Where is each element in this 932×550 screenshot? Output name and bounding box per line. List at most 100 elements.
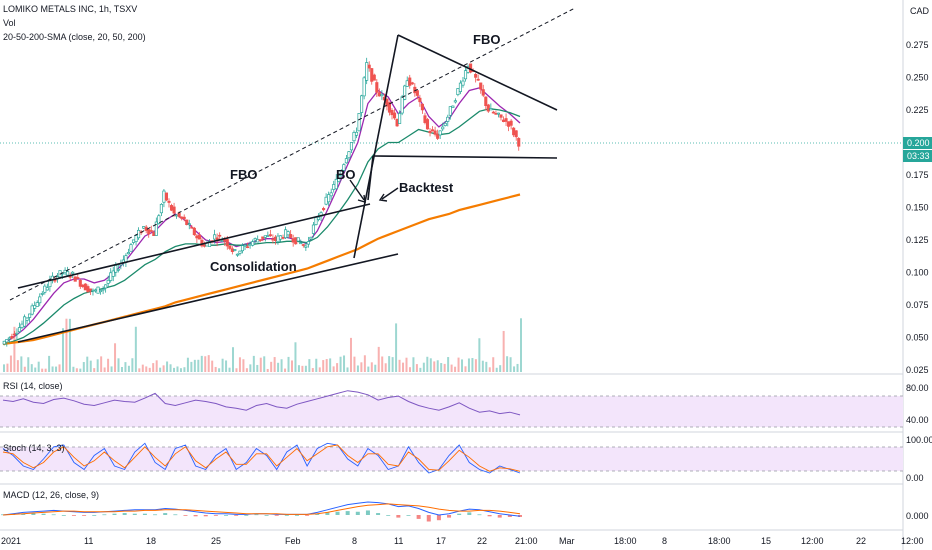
price-axis[interactable]: 0.275 0.250 0.225 0.200 0.175 0.150 0.125 0.100… [906,40,929,375]
candle-body [235,253,239,256]
current-price-value: 0.200 [907,138,930,148]
volume-bar [474,359,477,372]
candle-body [182,216,186,219]
candle-body [332,184,336,190]
volume-bar [422,362,425,372]
candle-body [147,229,151,235]
lower-consolidation-line[interactable] [17,253,399,343]
macd-histogram-bar [163,513,168,515]
breakout-line[interactable] [353,34,399,259]
volume-bar [79,368,82,372]
macd-histogram-bar [112,513,117,515]
macd-histogram-bar [386,515,391,516]
candle-body [261,236,265,239]
dashed-channel-line[interactable] [9,7,576,301]
volume-bar [166,361,169,372]
macd-histogram-bar [102,514,107,516]
stoch-band [0,447,903,471]
symbol-title[interactable]: LOMIKO METALS INC, 1h, TSXV [3,4,137,14]
vol-legend[interactable]: Vol [3,18,16,28]
volume-bar [353,356,356,372]
candle-body [197,234,201,240]
candle-body [451,105,455,108]
candle-body [393,112,397,119]
macd-label[interactable]: MACD (12, 26, close, 9) [3,490,99,500]
candle-body [438,130,442,136]
stoch-tick-0: 0.00 [906,473,924,483]
volume-bar [343,355,346,372]
candle-body [299,242,303,245]
stoch-line [2,444,521,472]
candle-body [266,235,270,237]
candle-body [405,80,409,87]
macd-histogram-bar [365,510,370,515]
backtest-arrow[interactable] [381,187,399,200]
macd-histogram-bar [213,515,218,516]
volume-bar [336,363,339,372]
rsi-label[interactable]: RSI (14, close) [3,381,63,391]
volume-bar [124,362,127,372]
candle-body [78,279,82,287]
time-tick: 2021 [1,536,21,546]
volume-bar [297,365,300,372]
candle-body [30,305,34,315]
volume-bar [294,342,297,372]
candle-body [314,217,318,225]
volume-bar [114,343,117,372]
volume-bar [384,363,387,372]
time-axis[interactable]: 2021 11 18 25 Feb 8 11 17 22 21:00 Mar 18:00 8 18:00 1… [1,536,924,546]
candle-body [162,190,166,203]
volume-bar [242,359,245,372]
price-tick: 0.050 [906,333,929,343]
candle-body [88,288,92,292]
candle-body [104,284,108,289]
volume-bar [30,364,33,372]
annotation-bo: BO [336,167,356,182]
volume-bar [377,346,380,372]
macd-histogram-bar [264,515,269,516]
triangle-top-line[interactable] [397,34,558,111]
candle-body [207,241,212,247]
macd-histogram-bar [71,515,76,516]
macd-histogram-bar [294,515,299,516]
candle-body [281,237,285,239]
volume-bar [138,368,141,372]
volume-bar [433,361,436,372]
stoch-label[interactable]: Stoch (14, 3, 3) [3,443,65,453]
candle-body [479,82,483,90]
volume-bar [443,363,446,372]
candle-body [38,296,42,304]
volume-bar [467,358,470,372]
bo-arrow[interactable] [349,179,365,201]
volume-bar [75,368,78,372]
volume-bar [89,360,92,372]
candle-body [218,234,222,237]
candle-body [83,283,87,291]
volume-bar [176,366,179,372]
macd-histogram-bar [41,513,46,515]
candle-body [126,252,130,255]
candle-body [185,219,189,226]
sma-legend[interactable]: 20-50-200-SMA (close, 20, 50, 200) [3,32,146,42]
candle-body [360,95,364,113]
support-vertical[interactable] [367,155,374,201]
candle-body [15,332,19,335]
currency-label[interactable]: CAD [910,6,930,16]
volume-bar [13,326,16,372]
candle-body [357,113,361,132]
volume-bar [492,357,495,372]
candle-body [131,239,136,243]
upper-consolidation-line[interactable] [17,203,371,289]
macd-histogram-bar [183,515,188,516]
volume-bar [249,364,252,372]
trend-drawings[interactable] [9,7,576,343]
macd-histogram-bar [142,513,147,515]
macd-histogram-bar [426,515,431,522]
candle-body [347,151,351,159]
volume-bar [3,364,5,372]
volume-bar [245,368,248,372]
support-line[interactable] [372,155,558,159]
candle-body [365,62,369,81]
candle-body [225,239,229,247]
